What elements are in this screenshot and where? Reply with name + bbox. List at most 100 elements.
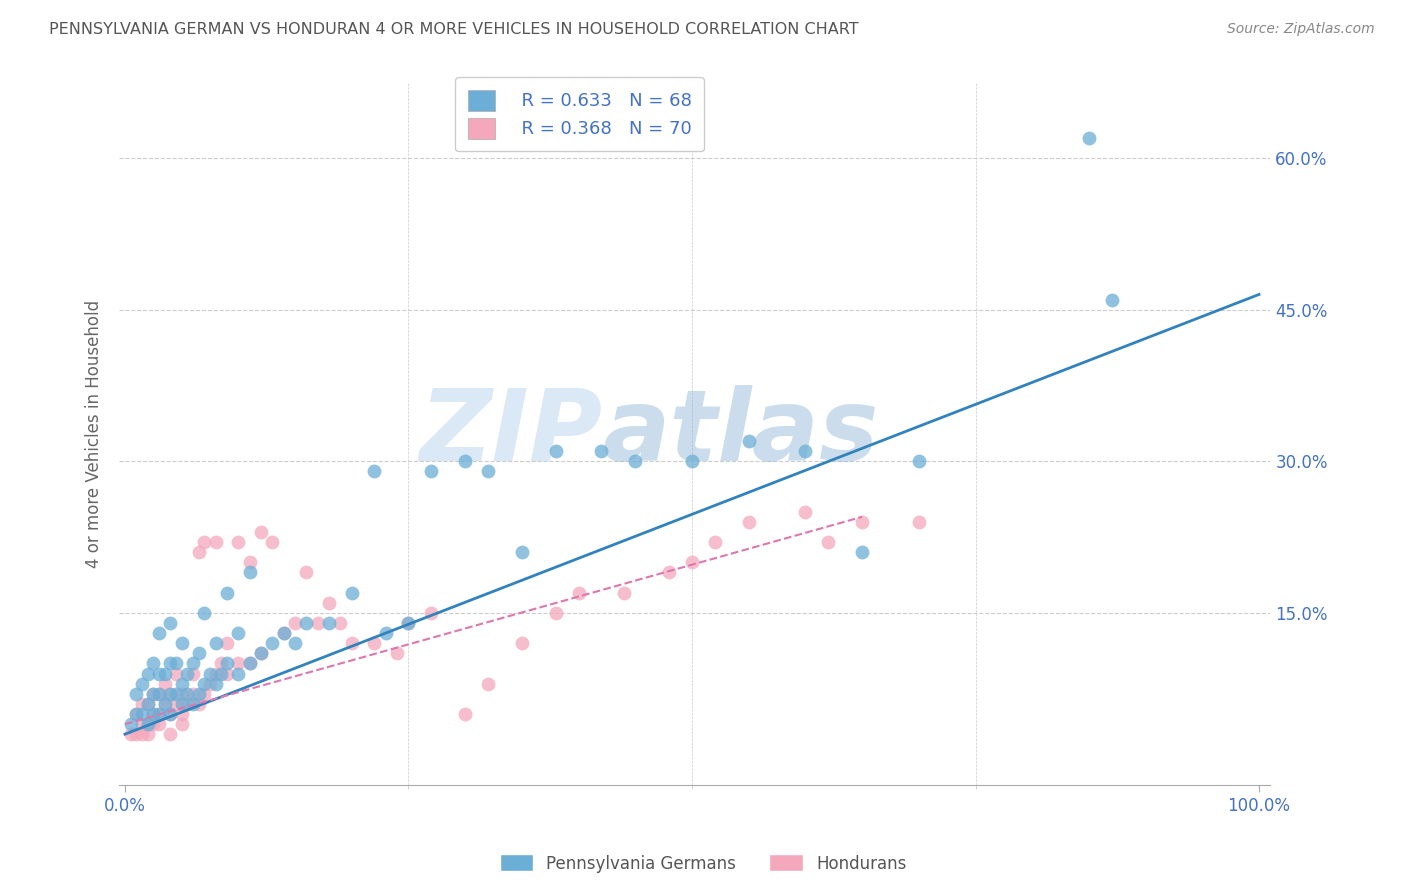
Point	[340, 585, 363, 599]
Point	[544, 606, 567, 620]
Point	[125, 727, 148, 741]
Point	[907, 454, 929, 468]
Point	[737, 434, 759, 448]
Point	[794, 444, 817, 458]
Point	[148, 687, 170, 701]
Point	[187, 545, 209, 559]
Point	[477, 676, 499, 690]
Point	[273, 626, 295, 640]
Point	[374, 626, 396, 640]
Point	[176, 697, 198, 711]
Point	[193, 535, 215, 549]
Point	[228, 535, 250, 549]
Point	[851, 545, 873, 559]
Point	[159, 615, 181, 630]
Point	[363, 464, 385, 478]
Point	[209, 666, 232, 681]
Point	[817, 535, 839, 549]
Point	[239, 657, 262, 671]
Point	[187, 646, 209, 660]
Point	[148, 706, 170, 721]
Point	[204, 676, 226, 690]
Point	[176, 687, 198, 701]
Point	[228, 657, 250, 671]
Y-axis label: 4 or more Vehicles in Household: 4 or more Vehicles in Household	[86, 300, 103, 567]
Text: atlas: atlas	[603, 385, 879, 482]
Point	[142, 706, 165, 721]
Point	[142, 706, 165, 721]
Point	[170, 676, 193, 690]
Text: ZIP: ZIP	[420, 385, 603, 482]
Point	[159, 706, 181, 721]
Point	[318, 596, 340, 610]
Point	[737, 515, 759, 529]
Point	[170, 706, 193, 721]
Point	[215, 666, 238, 681]
Point	[907, 515, 929, 529]
Point	[153, 676, 176, 690]
Point	[181, 697, 204, 711]
Point	[181, 666, 204, 681]
Point	[204, 636, 226, 650]
Point	[153, 666, 176, 681]
Point	[148, 706, 170, 721]
Point	[228, 666, 250, 681]
Point	[239, 657, 262, 671]
Point	[125, 706, 148, 721]
Point	[165, 666, 187, 681]
Point	[250, 646, 273, 660]
Point	[193, 676, 215, 690]
Point	[1077, 130, 1099, 145]
Point	[136, 697, 159, 711]
Point	[176, 666, 198, 681]
Point	[148, 687, 170, 701]
Point	[398, 615, 420, 630]
Point	[454, 706, 477, 721]
Point	[142, 687, 165, 701]
Point	[295, 615, 318, 630]
Point	[131, 697, 153, 711]
Point	[284, 636, 307, 650]
Text: Source: ZipAtlas.com: Source: ZipAtlas.com	[1227, 22, 1375, 37]
Point	[681, 454, 703, 468]
Point	[295, 566, 318, 580]
Point	[454, 454, 477, 468]
Point	[153, 697, 176, 711]
Point	[239, 555, 262, 569]
Point	[170, 687, 193, 701]
Point	[703, 535, 725, 549]
Point	[170, 636, 193, 650]
Point	[510, 545, 533, 559]
Point	[477, 464, 499, 478]
Point	[142, 657, 165, 671]
Point	[1101, 293, 1123, 307]
Point	[165, 697, 187, 711]
Point	[159, 687, 181, 701]
Point	[544, 444, 567, 458]
Point	[136, 727, 159, 741]
Point	[613, 585, 636, 599]
Point	[131, 717, 153, 731]
Point	[159, 727, 181, 741]
Point	[568, 585, 591, 599]
Point	[215, 636, 238, 650]
Point	[681, 555, 703, 569]
Point	[159, 657, 181, 671]
Point	[624, 454, 647, 468]
Point	[159, 687, 181, 701]
Point	[284, 615, 307, 630]
Point	[136, 666, 159, 681]
Point	[198, 666, 221, 681]
Point	[262, 636, 284, 650]
Point	[131, 706, 153, 721]
Point	[851, 515, 873, 529]
Point	[250, 646, 273, 660]
Point	[215, 585, 238, 599]
Point	[136, 717, 159, 731]
Point	[120, 727, 142, 741]
Point	[165, 657, 187, 671]
Point	[239, 566, 262, 580]
Point	[181, 687, 204, 701]
Point	[307, 615, 329, 630]
Point	[148, 717, 170, 731]
